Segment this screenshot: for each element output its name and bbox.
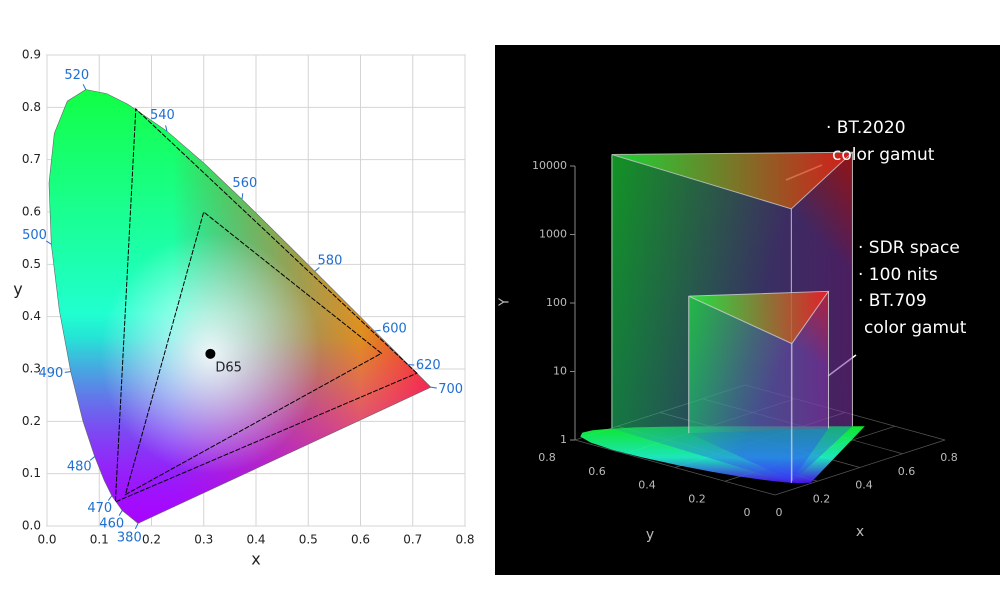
x-tick-label: 0.0 — [37, 533, 56, 547]
wavelength-tick — [241, 193, 244, 200]
x-tick-label: 0.2 — [813, 492, 831, 505]
wavelength-tick — [45, 240, 52, 245]
y-tick-label: 0.8 — [22, 100, 41, 114]
spectral-locus — [48, 89, 432, 524]
y-tick-label: 0.8 — [538, 451, 556, 464]
z-tick-label: 10000 — [532, 159, 567, 172]
x-tick-label: 0.8 — [940, 451, 958, 464]
x-tick-label: 0.6 — [898, 465, 916, 478]
x-tick-label: 0.5 — [299, 533, 318, 547]
x-tick-label: 0.1 — [90, 533, 109, 547]
y-tick-label: 0.6 — [22, 205, 41, 219]
gamut-face — [688, 296, 792, 481]
wavelength-tick — [64, 371, 71, 373]
z-axis-label: Y — [498, 298, 513, 307]
annotation: · 100 nits — [858, 265, 938, 285]
z-tick-label: 10 — [553, 365, 567, 378]
y-tick-label: 0.4 — [22, 309, 41, 323]
wavelength-tick — [82, 84, 87, 90]
gamut-top — [688, 290, 830, 345]
x-tick-label: 0.2 — [142, 533, 161, 547]
annotation: color gamut — [832, 145, 935, 165]
wavelength-label: 700 — [438, 382, 463, 397]
y-tick-label: 0.6 — [588, 465, 606, 478]
wavelength-label: 520 — [64, 68, 89, 83]
floor-grid-line — [774, 439, 946, 496]
wavelength-tick — [314, 267, 320, 272]
x-axis-label: x — [251, 550, 260, 569]
wavelength-label: 580 — [318, 253, 343, 268]
wavelength-tick — [134, 523, 139, 530]
x-tick-label: 0.4 — [855, 479, 873, 492]
gamut-top — [611, 151, 854, 210]
wavelength-tick — [118, 510, 123, 516]
wavelength-tick — [165, 125, 168, 132]
y-tick-label: 0.4 — [638, 479, 656, 492]
wavelength-label: 500 — [22, 228, 47, 243]
y-axis-label: y — [646, 527, 654, 543]
wavelength-label: 620 — [416, 358, 441, 373]
wavelength-label: 460 — [99, 517, 124, 532]
wavelength-label: 560 — [232, 176, 257, 191]
y-tick-label: 0.3 — [22, 362, 41, 376]
y-tick-label: 0.1 — [22, 466, 41, 480]
wavelength-label: 480 — [67, 459, 92, 474]
annotation: · SDR space — [858, 238, 960, 258]
x-tick-label: 0.7 — [403, 533, 422, 547]
y-axis-label: y — [13, 280, 22, 299]
x-tick-label: 0 — [776, 506, 783, 519]
wavelength-tick — [430, 386, 437, 389]
y-tick-label: 0.5 — [22, 257, 41, 271]
x-axis-label: x — [856, 524, 864, 540]
wavelength-label: 540 — [150, 108, 175, 123]
white-point — [205, 348, 216, 359]
x-tick-label: 0.8 — [455, 533, 474, 547]
wavelength-label: 470 — [87, 501, 112, 516]
z-tick-label: 1000 — [539, 228, 567, 241]
x-tick-label: 0.4 — [246, 533, 265, 547]
z-tick-label: 100 — [546, 296, 567, 309]
annotation: · BT.709 — [858, 291, 927, 311]
gamut-triangle — [124, 211, 383, 496]
wavelength-tick — [107, 495, 113, 501]
wavelength-tick — [374, 329, 381, 332]
y-tick-label: 0.2 — [688, 492, 706, 505]
y-tick-label: 0 — [744, 506, 751, 519]
y-tick-label: 0.2 — [22, 414, 41, 428]
z-tick-label: 1 — [560, 433, 567, 446]
wavelength-tick — [89, 456, 96, 461]
wavelength-label: 380 — [117, 530, 142, 545]
wavelength-label: 600 — [382, 321, 407, 336]
x-tick-label: 0.3 — [194, 533, 213, 547]
wavelength-label: 490 — [38, 366, 63, 381]
annotation: · BT.2020 — [826, 118, 906, 138]
x-tick-label: 0.6 — [351, 533, 370, 547]
white-point-label: D65 — [215, 360, 242, 375]
y-tick-label: 0.0 — [22, 519, 41, 533]
y-tick-label: 0.7 — [22, 152, 41, 166]
annotation: color gamut — [864, 318, 967, 338]
gamut-face — [791, 291, 829, 481]
y-tick-label: 0.9 — [22, 48, 41, 62]
gamut-triangle — [114, 107, 418, 503]
